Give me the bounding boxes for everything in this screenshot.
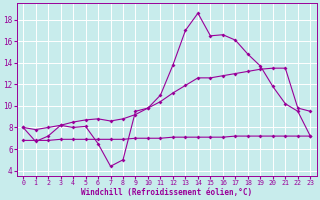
X-axis label: Windchill (Refroidissement éolien,°C): Windchill (Refroidissement éolien,°C)	[81, 188, 252, 197]
